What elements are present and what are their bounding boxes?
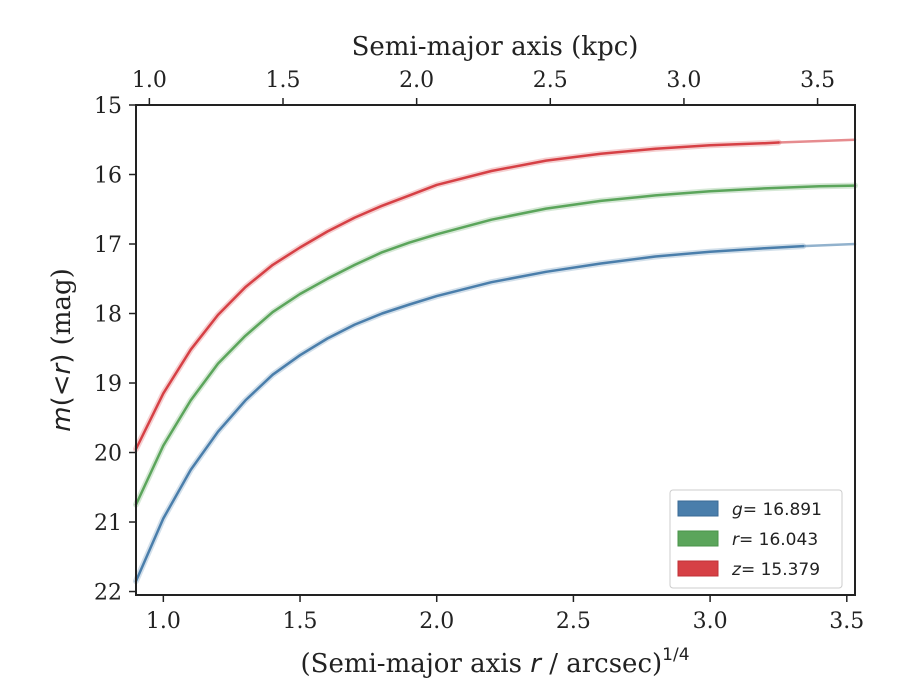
y-tick-label-20: 20 (94, 442, 122, 467)
legend-item-z: z= 15.379 (677, 560, 820, 580)
legend-swatch-r (677, 530, 719, 547)
x-axis-title-suffix: / arcsec) (541, 649, 662, 679)
legend-label-r-var: r (732, 530, 740, 550)
series-extension-g (801, 242, 857, 248)
series-line-r (134, 184, 857, 506)
legend-swatch-g (677, 500, 719, 517)
legend-item-g: g= 16.891 (677, 500, 822, 520)
y-axis-title: m(<r) (mag) (47, 268, 77, 432)
series-line-g (134, 244, 805, 583)
x-axis-title-exponent: 1/4 (662, 645, 689, 665)
x2-tick-label-1.5: 1.5 (266, 68, 301, 93)
legend-label-g-value: = 16.891 (743, 500, 822, 520)
axes-frame (135, 104, 856, 596)
x-tick-label-1.0: 1.0 (146, 609, 181, 634)
y-tick-label-17: 17 (94, 233, 122, 258)
x2-tick-label-2.5: 2.5 (533, 68, 568, 93)
series-extension-z (777, 138, 857, 144)
legend-item-r: r= 16.043 (677, 530, 818, 550)
legend-label-g: g= 16.891 (732, 500, 822, 520)
y-tick-label-22: 22 (94, 581, 122, 606)
legend-label-z: z= 15.379 (731, 560, 820, 580)
series-layer (133, 138, 858, 585)
legend-swatch-z (677, 560, 719, 577)
x-tick-label-3.0: 3.0 (693, 609, 728, 634)
x-axis-title-prefix: (Semi-major axis (300, 649, 530, 679)
legend-label-g-var: g (732, 500, 743, 520)
x-tick-label-2.0: 2.0 (419, 609, 454, 634)
y-tick-label-21: 21 (94, 511, 122, 536)
y-tick-label-16: 16 (94, 164, 122, 189)
legend-label-z-value: = 15.379 (741, 560, 820, 580)
x2-tick-label-3.5: 3.5 (800, 68, 835, 93)
legend: g= 16.891 r= 16.043 z= 15.379 (669, 489, 843, 589)
y-axis-title-r: r (47, 361, 77, 374)
x-tick-label-2.5: 2.5 (556, 609, 591, 634)
x2-axis-title: Semi-major axis (kpc) (352, 32, 639, 62)
axes-layer: 1.0 1.5 2.0 2.5 3.0 3.5 1.0 1.5 2.0 2.5 3.0 3.5 15 16… (94, 68, 864, 634)
y-axis-title-unit: (mag) (47, 268, 77, 353)
x-tick-label-3.5: 3.5 (829, 609, 864, 634)
legend-label-r-value: = 16.043 (739, 530, 818, 550)
y-tick-label-18: 18 (94, 303, 122, 328)
legend-label-z-var: z (731, 560, 742, 580)
y-axis-title-lt: < (47, 374, 77, 396)
y-axis-title-m: m (47, 406, 77, 431)
series-line-z (134, 141, 780, 451)
legend-label-r: r= 16.043 (732, 530, 818, 550)
y-axis-title-close: ) (47, 354, 77, 364)
y-tick-label-19: 19 (94, 372, 122, 397)
y-axis-title-open: ( (47, 396, 77, 406)
y-tick-label-15: 15 (94, 94, 122, 119)
x2-tick-label-1.0: 1.0 (132, 68, 167, 93)
x-axis-title: (Semi-major axis r / arcsec)1/4 (300, 645, 689, 679)
x2-tick-label-3.0: 3.0 (666, 68, 701, 93)
x-axis-title-var: r (530, 649, 543, 679)
x-tick-label-1.5: 1.5 (283, 609, 318, 634)
x2-tick-label-2.0: 2.0 (399, 68, 434, 93)
